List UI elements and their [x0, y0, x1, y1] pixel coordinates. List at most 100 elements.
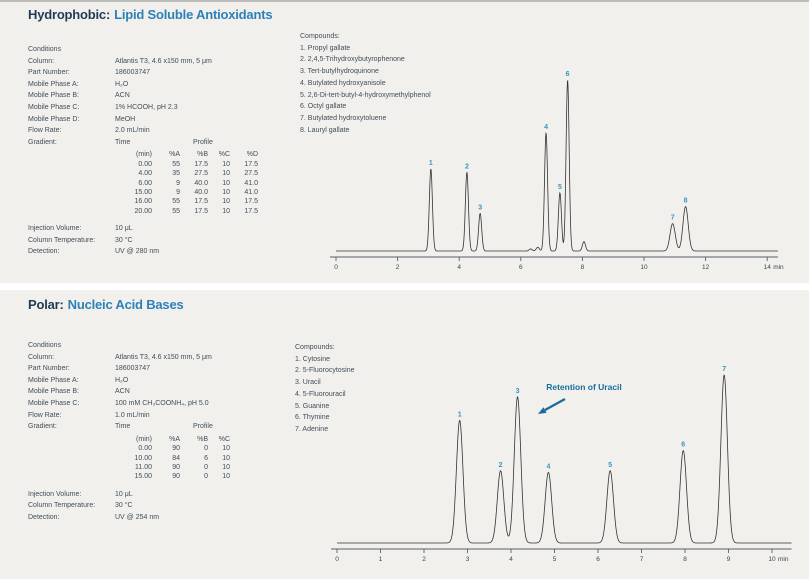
- gradient-col-header: %B: [197, 435, 208, 443]
- gradient-cell: 55: [172, 207, 180, 215]
- condition-value: H₂O: [115, 80, 129, 88]
- compound-item: 6. Thymine: [295, 414, 330, 422]
- gradient-col-header: %C: [218, 435, 230, 443]
- condition-value: Atlantis T3, 4.6 x150 mm, 5 μm: [115, 353, 212, 361]
- compound-item: 7. Adenine: [295, 425, 329, 433]
- condition-label: Detection:: [28, 248, 60, 256]
- gradient-headers: Time Profile: [115, 137, 308, 149]
- condition-label: Column:: [28, 57, 55, 65]
- chromatogram-polar: 0 1 2 3 4 5 6 7 8 9 10 min 1 2 3 4 5 6 7 Retention of Uraci…: [331, 366, 792, 563]
- gradient-label: Gradient:: [28, 138, 57, 146]
- condition-row: Flow Rate: 1.0 mL/min: [28, 410, 308, 422]
- condition-value: 1% HCOOH, pH 2.3: [115, 103, 178, 111]
- gradient-cell: 10: [222, 454, 230, 462]
- conditions-block-hydrophobic: Conditions Column: Atlantis T3, 4.6 x150 m…: [28, 44, 308, 258]
- condition-label: Flow Rate:: [28, 411, 62, 419]
- x-tick-label: 2: [422, 556, 426, 563]
- uracil-annotation: Retention of Uracil: [546, 382, 622, 392]
- peak-label-1: 1: [429, 160, 433, 167]
- gradient-cell: 10: [222, 463, 230, 471]
- condition-label: Flow Rate:: [28, 127, 62, 135]
- gradient-label: Gradient:: [28, 423, 57, 431]
- conditions-header: Conditions: [28, 46, 62, 53]
- conditions-block-polar: Conditions Column: Atlantis T3, 4.6 x150 m…: [28, 340, 308, 524]
- condition-value: 30 °C: [115, 236, 133, 244]
- compounds-header: Compounds:: [295, 344, 335, 351]
- peak-label-7: 7: [671, 215, 675, 222]
- peak-label-2: 2: [499, 462, 503, 469]
- gradient-cell: 10: [222, 160, 230, 168]
- condition-value: 10 μL: [115, 225, 133, 233]
- gradient-cell: 17.5: [194, 207, 208, 215]
- x-tick-label: 4: [509, 556, 513, 563]
- gradient-cell: 9: [176, 179, 180, 187]
- condition-row: Column Temperature: 30 °C: [28, 500, 308, 512]
- gradient-col-header: %C: [218, 151, 230, 159]
- gradient-cell: 90: [172, 473, 180, 481]
- gradient-table: (min) %A %B %C 0.00 90 0 10 10.00 84 6 10 11.00 90 0 10…: [115, 433, 308, 482]
- conditions-header: Conditions: [28, 342, 62, 349]
- condition-value: 10 μL: [115, 490, 133, 498]
- gradient-cell: 6: [204, 454, 208, 462]
- chromatogram-trace: [337, 374, 792, 544]
- gradient-headers: Time Profile: [115, 421, 308, 433]
- gradient-cell: 9: [176, 188, 180, 196]
- condition-label: Part Number:: [28, 365, 70, 373]
- condition-value: 30 °C: [115, 502, 133, 510]
- gradient-cell: 90: [172, 463, 180, 471]
- title-subject: Nucleic Acid Bases: [67, 297, 184, 312]
- condition-row: Mobile Phase D: MeOH: [28, 114, 308, 126]
- condition-value: 2.0 mL/min: [115, 127, 150, 135]
- gradient-cell: 16.00: [134, 198, 152, 206]
- gradient-cell: 10: [222, 207, 230, 215]
- gradient-cell: 6.00: [138, 179, 152, 187]
- condition-label: Injection Volume:: [28, 225, 82, 233]
- condition-value: ACN: [115, 388, 130, 396]
- condition-value: Atlantis T3, 4.6 x150 mm, 5 μm: [115, 57, 212, 65]
- condition-label: Column:: [28, 353, 55, 361]
- chromatogram-trace: [336, 80, 778, 252]
- gradient-cell: 10: [222, 170, 230, 178]
- gradient-cell: 15.00: [134, 188, 152, 196]
- section-title-polar: Polar: Nucleic Acid Bases: [28, 297, 184, 312]
- condition-label: Mobile Phase C:: [28, 399, 80, 407]
- peak-label-5: 5: [558, 184, 562, 191]
- condition-label: Column Temperature:: [28, 236, 96, 244]
- compound-item: 7. Butylated hydroxytoluene: [300, 114, 387, 122]
- condition-row: Injection Volume: 10 μL: [28, 489, 308, 501]
- compound-item: 5. Guanine: [295, 402, 330, 410]
- peak-label-1: 1: [458, 411, 462, 418]
- gradient-cell: 41.0: [244, 179, 258, 187]
- gradient-cell: 17.5: [244, 207, 258, 215]
- condition-label: Mobile Phase C:: [28, 103, 80, 111]
- title-subject: Lipid Soluble Antioxidants: [114, 7, 273, 22]
- gradient-cell: 11.00: [135, 463, 152, 471]
- x-tick-label: 9: [727, 556, 731, 563]
- gradient-cell: 15.00: [134, 473, 152, 481]
- gradient-cell: 10: [222, 445, 230, 453]
- gradient-cell: 4.00: [138, 170, 152, 178]
- compound-item: 1. Cytosine: [295, 355, 331, 363]
- compound-item: 4. 5-Fluorouracil: [295, 390, 346, 398]
- section-title-hydrophobic: Hydrophobic: Lipid Soluble Antioxidants: [28, 7, 273, 22]
- gradient-table: (min) %A %B %C %D 0.00 55 17.5 10 17.5 4.00 35 27.5 1…: [115, 148, 308, 216]
- gradient-cell: 40.0: [194, 188, 208, 196]
- compound-item: 8. Lauryl gallate: [300, 126, 350, 134]
- compound-item: 3. Tert-butylhydroquinone: [300, 68, 379, 76]
- condition-row: Mobile Phase C: 1% HCOOH, pH 2.3: [28, 102, 308, 114]
- peak-label-6: 6: [681, 442, 685, 449]
- x-tick-label: 2: [396, 264, 400, 271]
- gradient-col-header: %B: [197, 151, 208, 159]
- gradient-cell: 17.5: [244, 160, 258, 168]
- gradient-col-header: (min): [136, 435, 152, 443]
- peak-label-7: 7: [722, 366, 726, 373]
- x-tick-label: 8: [683, 556, 687, 563]
- peak-label-4: 4: [544, 124, 548, 131]
- condition-value: 186003747: [115, 365, 151, 373]
- x-tick-label: 5: [553, 556, 557, 563]
- gradient-cell: 84: [172, 454, 180, 462]
- compounds-list-polar: Compounds: 1. Cytosine 2. 5-Fluorocytosine…: [295, 342, 495, 436]
- condition-row: Mobile Phase A: H₂O: [28, 79, 308, 91]
- gradient-cell: 35: [172, 170, 180, 178]
